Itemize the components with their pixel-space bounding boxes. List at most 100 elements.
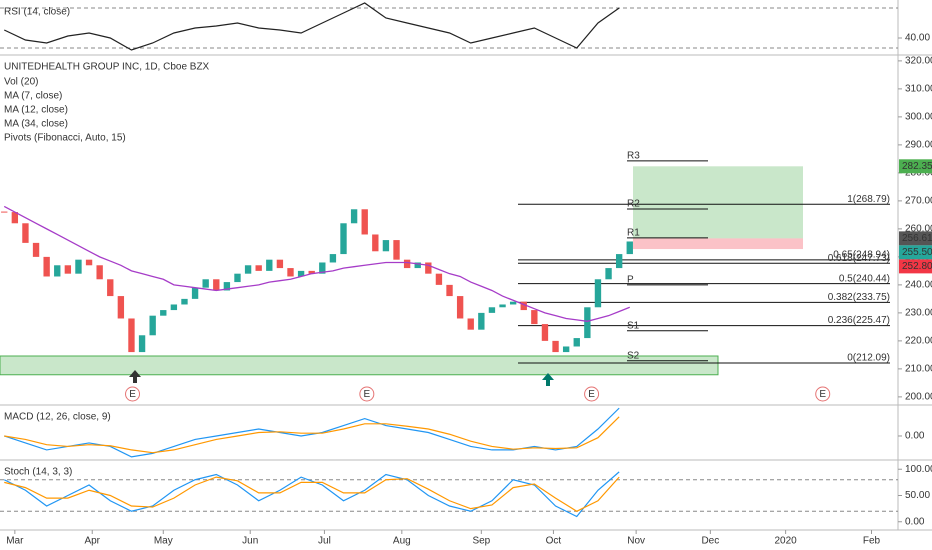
candle xyxy=(499,304,506,308)
indicator-line xyxy=(3,2,620,51)
arrow-marker xyxy=(542,373,554,386)
x-tick-label: Feb xyxy=(863,536,881,547)
candle xyxy=(531,310,538,325)
candle xyxy=(425,262,432,274)
candle xyxy=(573,338,580,347)
price-label-box xyxy=(899,259,932,274)
y-tick-label: 240.00 xyxy=(905,280,932,291)
y-tick-label: 200.00 xyxy=(905,392,932,403)
indicator-legend: MA (12, close) xyxy=(4,105,68,116)
earnings-marker xyxy=(125,386,141,402)
candle xyxy=(435,273,443,285)
candle xyxy=(75,259,82,274)
y-tick-label: 310.00 xyxy=(905,84,932,95)
candle xyxy=(509,301,517,305)
price-label-box xyxy=(899,231,932,246)
candle xyxy=(149,315,156,336)
y-tick-label: 40.00 xyxy=(905,33,930,44)
candle xyxy=(107,279,114,297)
candle xyxy=(308,270,315,274)
candle xyxy=(43,256,50,277)
fib-label: 0(212.09) xyxy=(847,353,890,364)
candle xyxy=(181,298,188,305)
indicator-title: MACD (12, 26, close, 9) xyxy=(4,412,111,423)
candle xyxy=(329,254,337,263)
candle xyxy=(594,279,602,308)
x-tick-label: Nov xyxy=(627,536,645,547)
candle xyxy=(255,265,262,271)
x-tick-label: Jul xyxy=(318,536,331,547)
candle xyxy=(32,242,40,257)
y-tick-label: 320.00 xyxy=(905,56,932,67)
fib-label: 0.5(240.44) xyxy=(839,273,890,284)
fib-label: 0.236(225.47) xyxy=(828,315,890,326)
pivot-label: P xyxy=(627,275,634,286)
y-tick-label: 220.00 xyxy=(905,336,932,347)
candle xyxy=(446,284,453,297)
candle xyxy=(478,312,485,330)
y-tick-label: 50.00 xyxy=(905,490,930,501)
fib-label: 0.618(247.73) xyxy=(828,253,890,264)
candle xyxy=(350,209,358,224)
symbol-title: UNITEDHEALTH GROUP INC, 1D, Cboe BZX xyxy=(4,62,210,73)
x-tick-label: Aug xyxy=(393,536,411,547)
candle xyxy=(297,270,305,277)
candle xyxy=(191,287,199,299)
x-tick-label: Dec xyxy=(701,536,719,547)
candle xyxy=(361,209,368,235)
x-tick-label: Mar xyxy=(6,536,24,547)
candle xyxy=(96,265,103,280)
panel-frames xyxy=(0,0,932,531)
candle xyxy=(372,234,379,252)
y-tick-label: 260.00 xyxy=(905,224,932,235)
candle xyxy=(488,307,496,313)
candle xyxy=(520,301,527,311)
pivot-label: R1 xyxy=(627,227,640,238)
pivot-label: S2 xyxy=(627,350,640,361)
x-tick-label: 2020 xyxy=(774,536,797,547)
candle xyxy=(319,262,326,274)
earnings-marker xyxy=(815,386,831,402)
candle xyxy=(117,296,125,319)
candle xyxy=(615,254,623,269)
candle xyxy=(54,265,61,277)
indicator-legend: Vol (20) xyxy=(4,77,38,88)
candle xyxy=(213,279,220,291)
candle xyxy=(393,240,400,260)
candle xyxy=(287,268,294,277)
earnings-label: E xyxy=(129,389,136,400)
indicator-legend: Pivots (Fibonacci, Auto, 15) xyxy=(4,133,126,144)
moving-average xyxy=(3,205,631,322)
candle xyxy=(266,259,273,271)
price-label-box xyxy=(899,245,932,260)
indicator-line xyxy=(4,416,620,454)
candle xyxy=(128,318,135,353)
indicator-line xyxy=(4,476,620,512)
x-tick-label: Oct xyxy=(546,536,562,547)
candle xyxy=(340,223,347,255)
earnings-marker xyxy=(584,386,600,402)
indicator-title: RSI (14, close) xyxy=(4,7,70,18)
candle xyxy=(456,296,464,319)
y-tick-label: 0.00 xyxy=(905,516,925,527)
candle xyxy=(138,335,146,353)
candle xyxy=(552,340,559,353)
stop-zone xyxy=(633,238,803,250)
candle xyxy=(276,259,284,269)
y-tick-label: 210.00 xyxy=(905,364,932,375)
y-tick-label: 290.00 xyxy=(905,140,932,151)
candle xyxy=(403,259,411,269)
candle xyxy=(160,310,167,316)
profit-zone xyxy=(633,166,803,239)
candle xyxy=(85,259,93,266)
x-tick-label: Jun xyxy=(242,536,258,547)
earnings-label: E xyxy=(819,389,826,400)
candle xyxy=(414,262,421,269)
price-label: 255.50 xyxy=(902,247,932,258)
fib-label: 0.382(233.75) xyxy=(828,292,890,303)
earnings-label: E xyxy=(363,389,370,400)
y-tick-label: 270.00 xyxy=(905,196,932,207)
y-tick-label: 100.00 xyxy=(905,464,932,475)
y-tick-label: 0.00 xyxy=(905,431,925,442)
